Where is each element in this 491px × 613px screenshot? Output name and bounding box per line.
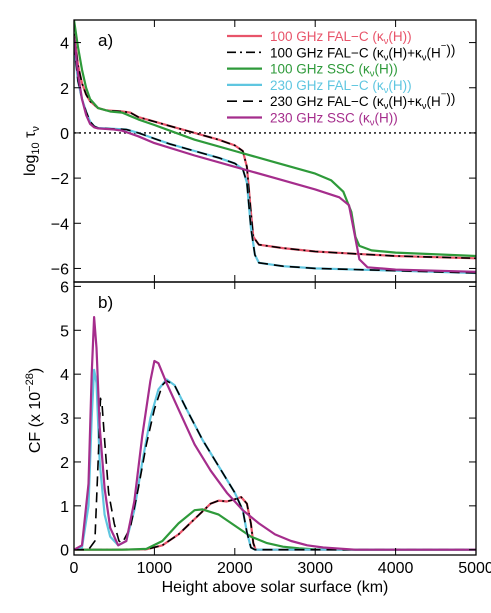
series-line-5	[74, 35, 476, 273]
legend-text-part: (H))	[375, 62, 398, 77]
x-tick-label: 2000	[217, 560, 253, 577]
series-line-2	[74, 508, 476, 551]
y-axis-title-subscript: 10	[30, 142, 42, 154]
legend-text-part: (H)+κ	[388, 94, 422, 109]
y-tick-label: 4	[60, 367, 69, 384]
series-group	[74, 20, 476, 275]
x-axis-title: Height above solar surface (km)	[162, 579, 389, 596]
y-tick-label: 6	[60, 279, 69, 296]
y-tick-label: −4	[51, 216, 69, 233]
legend-text-part: (H))	[388, 29, 411, 44]
legend-superscript: −	[441, 40, 447, 51]
series-line-2	[74, 20, 476, 258]
legend-subscript: ν	[384, 52, 389, 63]
series-line-4	[74, 44, 476, 274]
y-tick-label: 2	[60, 81, 69, 98]
legend-text-part: (H	[427, 94, 441, 109]
y-tick-label: 3	[60, 411, 69, 428]
y-axis-title: log10 τν	[22, 126, 42, 176]
legend-subscript: ν	[422, 101, 427, 112]
legend-text-part: (H	[427, 45, 441, 60]
panel-label: a)	[98, 31, 113, 50]
legend-label-0: 100 GHz FAL−C (κν(H))	[270, 29, 412, 47]
y-tick-label: −6	[51, 261, 69, 278]
y-axis-title-text: log	[22, 155, 39, 176]
legend-text-part: 100 GHz SSC (κ	[270, 62, 370, 77]
legend-superscript: −	[441, 89, 447, 100]
legend-subscript: ν	[422, 52, 427, 63]
panel-label: b)	[98, 293, 113, 312]
legend-text-part: (H)+κ	[388, 45, 422, 60]
y-axis-title-superscript: −28	[24, 373, 36, 392]
x-tick-label: 1000	[137, 560, 173, 577]
series-group	[74, 316, 476, 551]
series-line-3	[74, 368, 476, 551]
series-line-1	[74, 496, 476, 551]
legend-text-part: 230 GHz SSC (κ	[270, 111, 370, 126]
x-tick-label: 4000	[378, 560, 414, 577]
y-tick-label: −2	[51, 171, 69, 188]
panel-b: 0 1 2 3 4 5 6 0 1000 2000 3000 4000 5000 b) CF (x 10−2…	[24, 279, 491, 596]
series-line-5	[74, 316, 476, 551]
legend-text-part: 230 GHz FAL−C (κ	[270, 94, 384, 109]
y-tick-label: 0	[60, 126, 69, 143]
legend-subscript: ν	[384, 85, 389, 96]
series-line-4	[74, 380, 476, 551]
legend-text-part: 230 GHz FAL−C (κ	[270, 78, 384, 93]
legend-text-part: (H))	[388, 78, 411, 93]
x-tick-label: 0	[70, 560, 79, 577]
legend-subscript: ν	[384, 101, 389, 112]
legend-text-part: ))	[446, 91, 455, 106]
legend-subscript: ν	[370, 118, 375, 129]
y-tick-label: 2	[60, 455, 69, 472]
legend-label-5: 230 GHz SSC (κν(H))	[270, 111, 398, 129]
x-tick-label: 3000	[297, 560, 333, 577]
y-tick-label: 5	[60, 323, 69, 340]
legend-label-4: 230 GHz FAL−C (κν(H)+κν(H−))	[270, 89, 455, 112]
legend-subscript: ν	[384, 36, 389, 47]
y-tick-label: 4	[60, 36, 69, 53]
legend-text-part: 100 GHz FAL−C (κ	[270, 45, 384, 60]
y-axis-title-end: )	[27, 368, 44, 373]
y-axis-title: CF (x 10−28)	[24, 368, 44, 453]
legend-label-2: 100 GHz SSC (κν(H))	[270, 62, 398, 80]
x-tick-label: 5000	[458, 560, 491, 577]
legend-label-3: 230 GHz FAL−C (κν(H))	[270, 78, 412, 96]
legend-text-part: 100 GHz FAL−C (κ	[270, 29, 384, 44]
y-tick-label: 1	[60, 499, 69, 516]
series-line-1	[74, 33, 476, 260]
y-axis-title-symbol: τ	[22, 131, 39, 142]
legend-label-1: 100 GHz FAL−C (κν(H)+κν(H−))	[270, 40, 455, 63]
y-axis-title-text: CF (x 10	[27, 392, 44, 453]
y-axis-title-symbol-subscript: ν	[30, 126, 42, 132]
legend-text-part: ))	[446, 42, 455, 57]
legend-text-part: (H))	[375, 111, 398, 126]
legend-subscript: ν	[370, 69, 375, 80]
legend: 100 GHz FAL−C (κν(H))100 GHz FAL−C (κν(H…	[227, 29, 455, 129]
y-tick-label: 0	[60, 543, 69, 560]
